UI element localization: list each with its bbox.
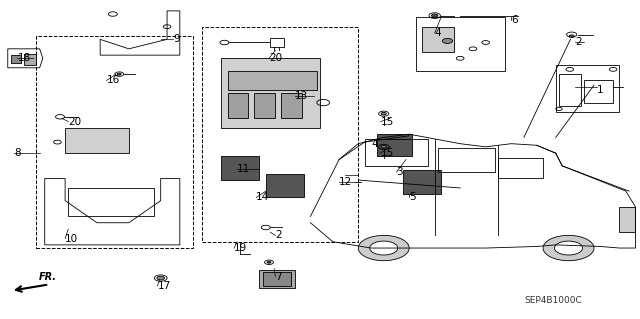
Bar xyxy=(620,207,636,232)
Text: 1: 1 xyxy=(597,85,604,95)
Text: 3: 3 xyxy=(396,167,403,177)
Text: 18: 18 xyxy=(17,53,31,63)
Text: 2: 2 xyxy=(275,230,282,241)
Text: 16: 16 xyxy=(106,76,120,85)
Bar xyxy=(259,270,294,287)
Text: 14: 14 xyxy=(256,192,269,203)
Bar xyxy=(228,71,317,90)
Bar xyxy=(221,58,320,128)
Text: 17: 17 xyxy=(157,281,171,291)
Bar xyxy=(202,27,358,242)
Text: FR.: FR. xyxy=(38,272,56,282)
Circle shape xyxy=(267,261,271,263)
Bar xyxy=(499,158,543,178)
Bar xyxy=(584,80,613,103)
Bar xyxy=(281,93,301,118)
Circle shape xyxy=(543,235,594,261)
Text: 15: 15 xyxy=(381,148,394,158)
Text: 2: 2 xyxy=(575,38,582,48)
Bar xyxy=(68,188,154,216)
Bar xyxy=(378,134,412,156)
Bar xyxy=(254,93,275,118)
Text: 9: 9 xyxy=(173,34,180,44)
Text: 19: 19 xyxy=(234,243,247,253)
Text: 15: 15 xyxy=(381,116,394,127)
Text: 8: 8 xyxy=(14,148,20,158)
Text: 5: 5 xyxy=(409,192,416,203)
Text: SEP4B1000C: SEP4B1000C xyxy=(524,296,582,305)
Bar xyxy=(403,170,441,194)
Bar xyxy=(365,139,428,166)
Text: 12: 12 xyxy=(339,177,353,187)
Circle shape xyxy=(381,112,387,115)
Bar xyxy=(221,156,259,180)
Text: 13: 13 xyxy=(294,91,308,101)
Text: 20: 20 xyxy=(68,116,81,127)
Circle shape xyxy=(554,241,582,255)
Circle shape xyxy=(381,145,387,148)
Circle shape xyxy=(569,35,574,37)
Bar xyxy=(559,74,581,106)
Bar xyxy=(228,93,248,118)
Text: 4: 4 xyxy=(435,28,442,38)
Bar xyxy=(262,272,291,286)
Bar xyxy=(438,148,495,172)
Text: 6: 6 xyxy=(511,15,518,26)
Text: 7: 7 xyxy=(275,271,282,281)
Circle shape xyxy=(431,14,438,17)
Bar xyxy=(422,27,454,52)
Bar xyxy=(11,55,20,63)
Circle shape xyxy=(370,241,397,255)
Bar xyxy=(266,174,304,197)
Bar xyxy=(270,38,284,47)
Text: 20: 20 xyxy=(269,53,282,63)
Circle shape xyxy=(117,73,121,75)
Circle shape xyxy=(442,38,452,43)
Text: 4: 4 xyxy=(371,139,378,149)
Circle shape xyxy=(157,276,164,280)
Text: 11: 11 xyxy=(237,164,250,174)
Bar xyxy=(65,128,129,153)
Circle shape xyxy=(358,235,409,261)
Bar xyxy=(36,36,193,248)
Text: 10: 10 xyxy=(65,234,78,243)
Bar xyxy=(415,17,505,71)
Bar xyxy=(24,54,36,65)
